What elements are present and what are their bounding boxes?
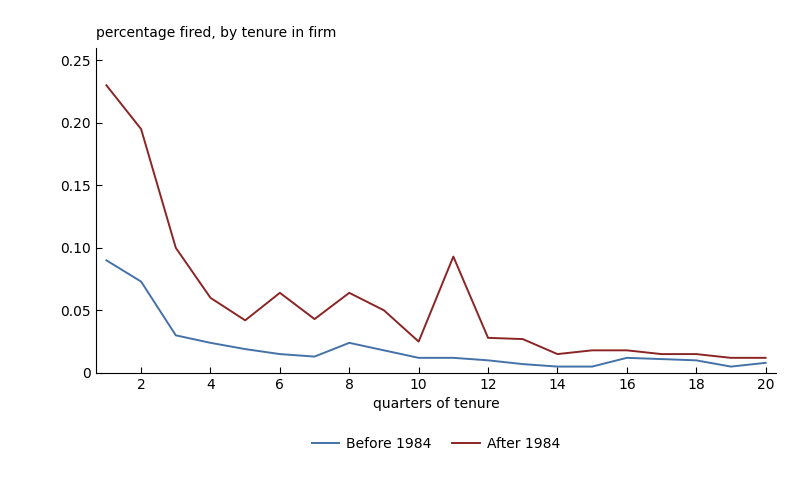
After 1984 — [379, 307, 389, 313]
After 1984 — [587, 348, 597, 353]
After 1984 — [622, 348, 632, 353]
Before 1984 — [345, 340, 354, 346]
Before 1984 — [691, 358, 701, 363]
After 1984 — [657, 351, 666, 357]
Before 1984 — [726, 364, 736, 369]
After 1984 — [553, 351, 562, 357]
Before 1984 — [587, 364, 597, 369]
Before 1984 — [657, 356, 666, 362]
After 1984 — [345, 290, 354, 296]
After 1984 — [310, 316, 319, 322]
Before 1984 — [761, 360, 770, 366]
After 1984 — [136, 126, 146, 132]
Before 1984 — [518, 361, 527, 367]
After 1984 — [206, 295, 215, 301]
After 1984 — [449, 254, 458, 260]
After 1984 — [761, 355, 770, 361]
Legend: Before 1984, After 1984: Before 1984, After 1984 — [306, 432, 566, 457]
X-axis label: quarters of tenure: quarters of tenure — [373, 397, 499, 411]
Before 1984 — [136, 279, 146, 284]
Before 1984 — [414, 355, 423, 361]
Before 1984 — [483, 358, 493, 363]
Before 1984 — [553, 364, 562, 369]
Before 1984 — [449, 355, 458, 361]
Before 1984 — [206, 340, 215, 346]
After 1984 — [726, 355, 736, 361]
Before 1984 — [310, 354, 319, 359]
Before 1984 — [379, 348, 389, 353]
Text: percentage fired, by tenure in firm: percentage fired, by tenure in firm — [96, 26, 336, 40]
After 1984 — [691, 351, 701, 357]
Line: After 1984: After 1984 — [106, 85, 766, 358]
Before 1984 — [622, 355, 632, 361]
After 1984 — [483, 335, 493, 341]
Before 1984 — [171, 333, 181, 338]
After 1984 — [171, 245, 181, 250]
Before 1984 — [102, 258, 111, 263]
After 1984 — [275, 290, 285, 296]
Before 1984 — [240, 346, 250, 352]
Before 1984 — [275, 351, 285, 357]
After 1984 — [414, 339, 423, 345]
After 1984 — [518, 336, 527, 342]
After 1984 — [240, 317, 250, 323]
Line: Before 1984: Before 1984 — [106, 261, 766, 367]
After 1984 — [102, 82, 111, 88]
